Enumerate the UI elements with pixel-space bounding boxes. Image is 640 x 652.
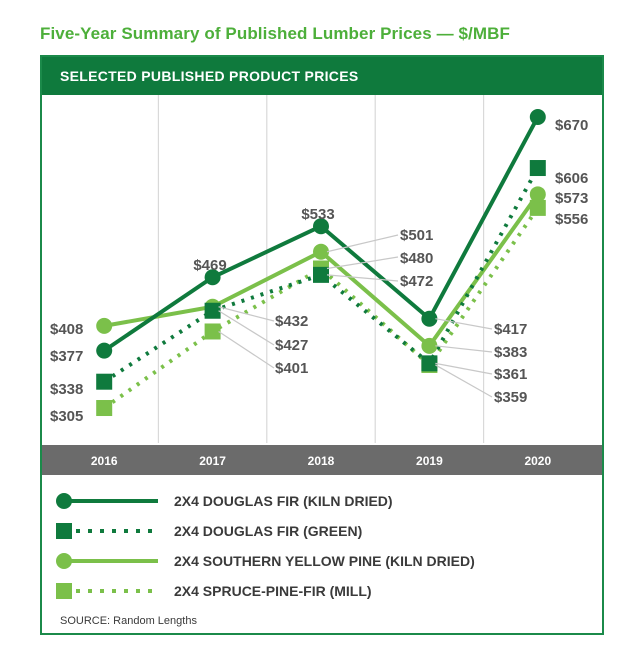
leader-line: [218, 330, 275, 369]
value-label: $469: [193, 257, 226, 274]
leader-line: [435, 362, 493, 375]
data-point: [313, 243, 329, 260]
data-point: [96, 317, 113, 334]
legend-label: 2X4 DOUGLAS FIR (KILN DRIED): [174, 493, 393, 509]
data-point: [421, 337, 438, 354]
legend-symbol-dfkd: [56, 493, 158, 509]
data-point: [421, 310, 438, 327]
chart-subtitle: SELECTED PUBLISHED PRODUCT PRICES: [60, 68, 359, 84]
data-point: [204, 269, 221, 286]
data-point: [96, 400, 113, 417]
leader-line: [326, 234, 399, 253]
leader-line: [326, 274, 399, 282]
legend-symbol-sypkd: [56, 553, 158, 569]
x-tick-label: 2016: [91, 454, 118, 468]
source-note: SOURCE: Random Lengths: [60, 615, 197, 627]
value-label: $338: [50, 381, 83, 398]
x-axis-band: [42, 445, 602, 475]
leader-line: [218, 306, 275, 322]
legend-item-sypkd: 2X4 SOUTHERN YELLOW PINE (KILN DRIED): [42, 547, 602, 575]
chart-header-band: SELECTED PUBLISHED PRODUCT PRICES: [42, 57, 602, 95]
legend-label: 2X4 DOUGLAS FIR (GREEN): [174, 523, 363, 539]
value-label: $408: [50, 321, 83, 338]
chart-title: Five-Year Summary of Published Lumber Pr…: [40, 24, 511, 43]
value-label: $432: [275, 313, 308, 330]
data-point: [529, 160, 546, 177]
legend-item-dfg: 2X4 DOUGLAS FIR (GREEN): [42, 517, 602, 545]
x-tick-label: 2018: [308, 454, 335, 468]
legend-symbol-dfg: [56, 523, 158, 539]
data-point: [204, 302, 221, 319]
data-point: [204, 323, 221, 340]
plot-area: 2016 2017 2018 2019 2020 $408 $377 $338 $305 $469…: [42, 95, 602, 475]
data-point: [96, 373, 113, 390]
value-label: $573: [555, 190, 588, 207]
x-tick-label: 2020: [524, 454, 551, 468]
data-point: [529, 109, 546, 125]
leader-line: [435, 364, 493, 398]
value-label: $533: [301, 206, 334, 223]
value-label: $670: [555, 117, 588, 134]
legend-item-dfkd: 2X4 DOUGLAS FIR (KILN DRIED): [42, 487, 602, 515]
value-label: $361: [494, 366, 527, 383]
value-label: $417: [494, 321, 527, 338]
x-tick-label: 2019: [416, 454, 443, 468]
data-point: [313, 218, 329, 235]
value-label: $556: [555, 211, 588, 228]
value-label: $401: [275, 360, 308, 377]
value-label: $427: [275, 337, 308, 354]
value-label: $377: [50, 348, 83, 365]
legend-item-spf: 2X4 SPRUCE-PINE-FIR (MILL): [42, 577, 602, 605]
data-point: [529, 199, 546, 216]
data-point: [96, 342, 113, 359]
legend-label: 2X4 SPRUCE-PINE-FIR (MILL): [174, 583, 372, 599]
value-label: $501: [400, 227, 433, 244]
legend-label: 2X4 SOUTHERN YELLOW PINE (KILN DRIED): [174, 553, 475, 569]
data-point: [421, 355, 438, 372]
value-label: $305: [50, 408, 83, 425]
leader-line: [218, 310, 275, 346]
leader-line: [435, 318, 493, 330]
value-label: $480: [400, 250, 433, 267]
value-label: $606: [555, 170, 588, 187]
value-label: $472: [400, 273, 433, 290]
data-point: [313, 266, 329, 283]
x-tick-label: 2017: [199, 454, 226, 468]
value-label: $383: [494, 344, 527, 361]
leader-line: [435, 345, 493, 353]
value-label: $359: [494, 389, 527, 406]
data-point: [529, 186, 546, 203]
chart-frame: SELECTED PUBLISHED PRODUCT PRICES 2016 20…: [40, 55, 604, 635]
leader-line: [326, 256, 399, 270]
legend-symbol-spf: [56, 583, 158, 599]
